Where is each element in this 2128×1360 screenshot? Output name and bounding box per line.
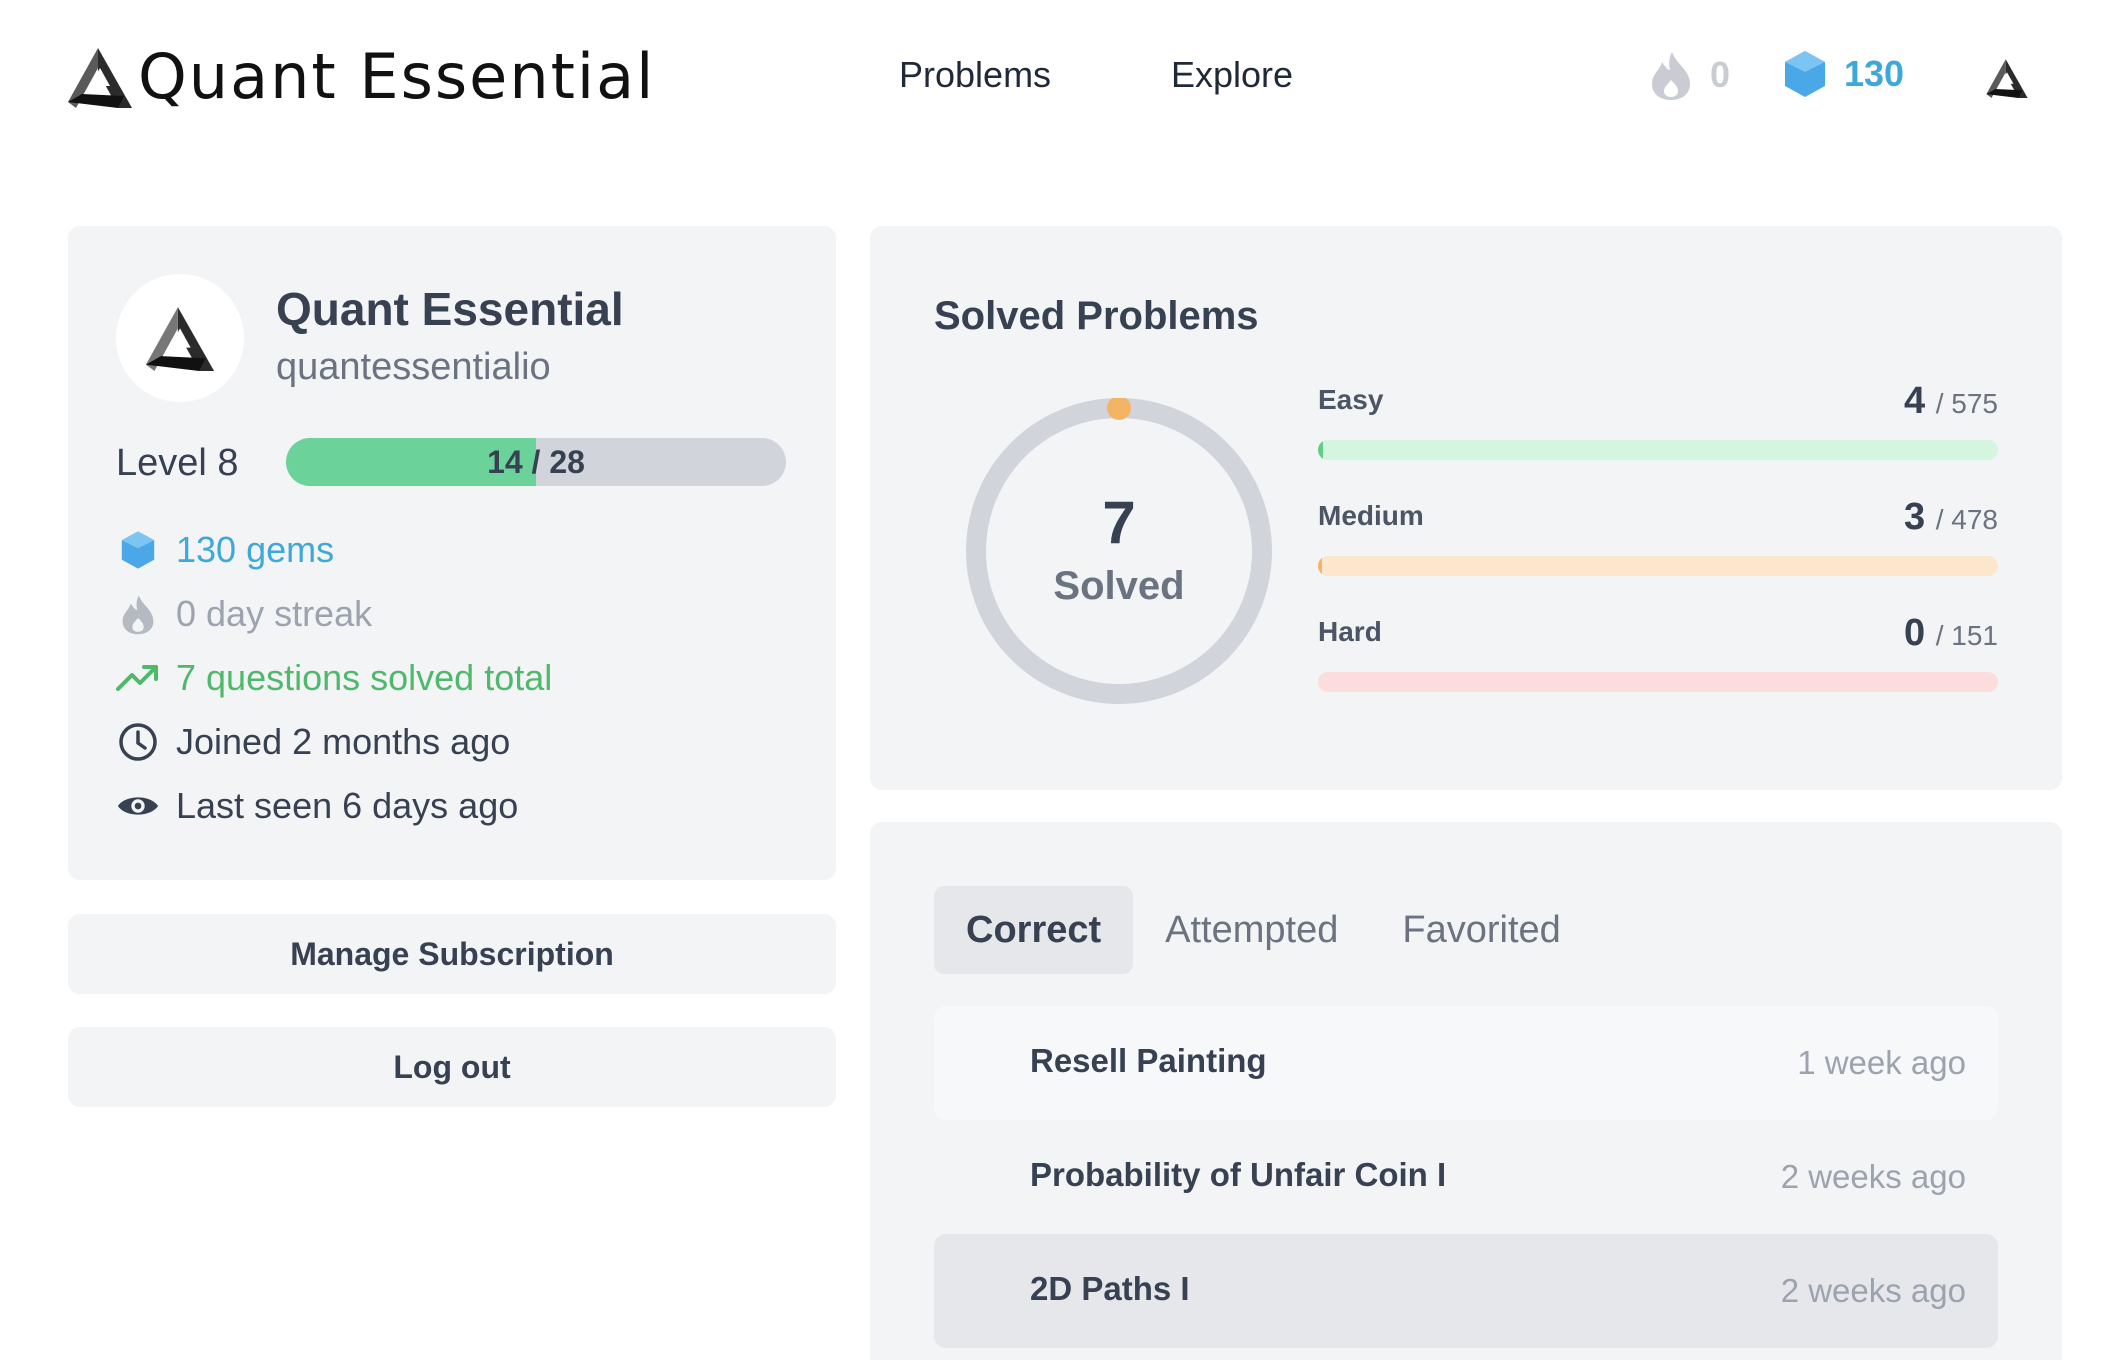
difficulty-total: / 151 [1935,620,1998,651]
nav-link-explore[interactable]: Explore [1171,54,1294,95]
manage-subscription-button[interactable]: Manage Subscription [68,914,836,994]
difficulty-bar [1318,672,1998,692]
level-progress-fill [286,438,536,486]
difficulty-solved: 3 [1904,496,1926,538]
stat-joined-text: Joined 2 months ago [176,721,511,762]
nav-gems[interactable]: 130 [1784,50,1904,98]
penrose-triangle-logo-icon [68,48,132,108]
stat-solved-text: 7 questions solved total [176,657,553,698]
solved-problems-card: Solved Problems 7 Solved Easy 4 / 575 Me… [870,226,2062,790]
stat-streak: 0 day streak [116,592,372,636]
flame-icon [116,592,160,636]
level-label: Level 8 [116,442,239,484]
problem-title: Probability of Unfair Coin I [1030,1156,1447,1193]
stat-streak-text: 0 day streak [176,593,373,634]
problem-time: 2 weeks ago [1780,1158,1966,1195]
top-nav: Quant Essential Problems Explore 0 130 [0,0,2128,160]
problem-time: 2 weeks ago [1780,1272,1966,1309]
solved-progress-ring [966,398,1272,704]
difficulty-total: / 478 [1935,504,1998,535]
difficulty-bar-fill [1318,440,1323,460]
gem-icon [1785,51,1825,97]
difficulty-solved: 4 [1904,380,1926,422]
tab-attempted[interactable]: Attempted [1165,908,1339,951]
difficulty-total: / 575 [1935,388,1998,419]
stat-joined: Joined 2 months ago [116,720,510,764]
stat-last-seen-text: Last seen 6 days ago [176,785,519,826]
difficulty-solved: 0 [1904,612,1926,654]
clock-icon [116,720,160,764]
flame-icon [1652,52,1690,100]
tab-favorited[interactable]: Favorited [1402,908,1561,951]
problem-row[interactable]: 2D Paths I 2 weeks ago [934,1234,1998,1348]
gem-count: 130 [1844,53,1905,94]
nav-link-problems[interactable]: Problems [899,54,1052,95]
difficulty-count: 0 / 151 [1904,612,1998,655]
stat-gems: 130 gems [116,528,334,572]
difficulty-count: 3 / 478 [1904,496,1998,539]
gem-icon [116,528,160,572]
difficulty-name: Easy [1318,384,1384,415]
problem-tabs: Correct Attempted Favorited [934,886,1593,974]
nav-streak[interactable]: 0 [1650,50,1730,100]
difficulty-name: Medium [1318,500,1424,531]
penrose-triangle-avatar-icon [145,307,215,371]
problem-title: Resell Painting [1030,1042,1267,1079]
tab-correct[interactable]: Correct [934,886,1134,974]
logout-button[interactable]: Log out [68,1027,836,1107]
avatar [116,274,244,402]
difficulty-bar [1318,440,1998,460]
problem-row[interactable]: Resell Painting 1 week ago [934,1006,1998,1120]
difficulty-count: 4 / 575 [1904,380,1998,423]
stat-last-seen: Last seen 6 days ago [116,784,518,828]
brand[interactable]: Quant Essential [68,44,655,110]
display-name: Quant Essential [276,283,624,335]
profile-card: Quant Essential quantessentialio Level 8… [68,226,836,880]
problem-title: 2D Paths I [1030,1270,1190,1307]
solved-problems-title: Solved Problems [934,294,1259,338]
stat-gems-text: 130 gems [176,529,335,570]
problem-time: 1 week ago [1797,1044,1966,1081]
problem-row[interactable]: Probability of Unfair Coin I 2 weeks ago [934,1120,1998,1234]
difficulty-bar [1318,556,1998,576]
ring-progress-marker [1107,398,1131,420]
solved-count-label: Solved [1053,564,1185,608]
difficulty-bar-fill [1318,556,1323,576]
user-avatar-icon[interactable] [1986,58,2028,98]
problem-list-card: Correct Attempted Favorited Resell Paint… [870,822,2062,1360]
trending-up-icon [116,656,160,700]
eye-icon [116,784,160,828]
brand-name: Quant Essential [138,40,656,113]
username: quantessentialio [276,346,551,388]
level-progress-bar: 14 / 28 [286,438,786,486]
stat-solved-total: 7 questions solved total [116,656,552,700]
difficulty-name: Hard [1318,616,1382,647]
solved-count: 7 [1102,489,1136,556]
level-progress-text: 14 / 28 [487,444,585,480]
streak-count: 0 [1710,54,1731,95]
